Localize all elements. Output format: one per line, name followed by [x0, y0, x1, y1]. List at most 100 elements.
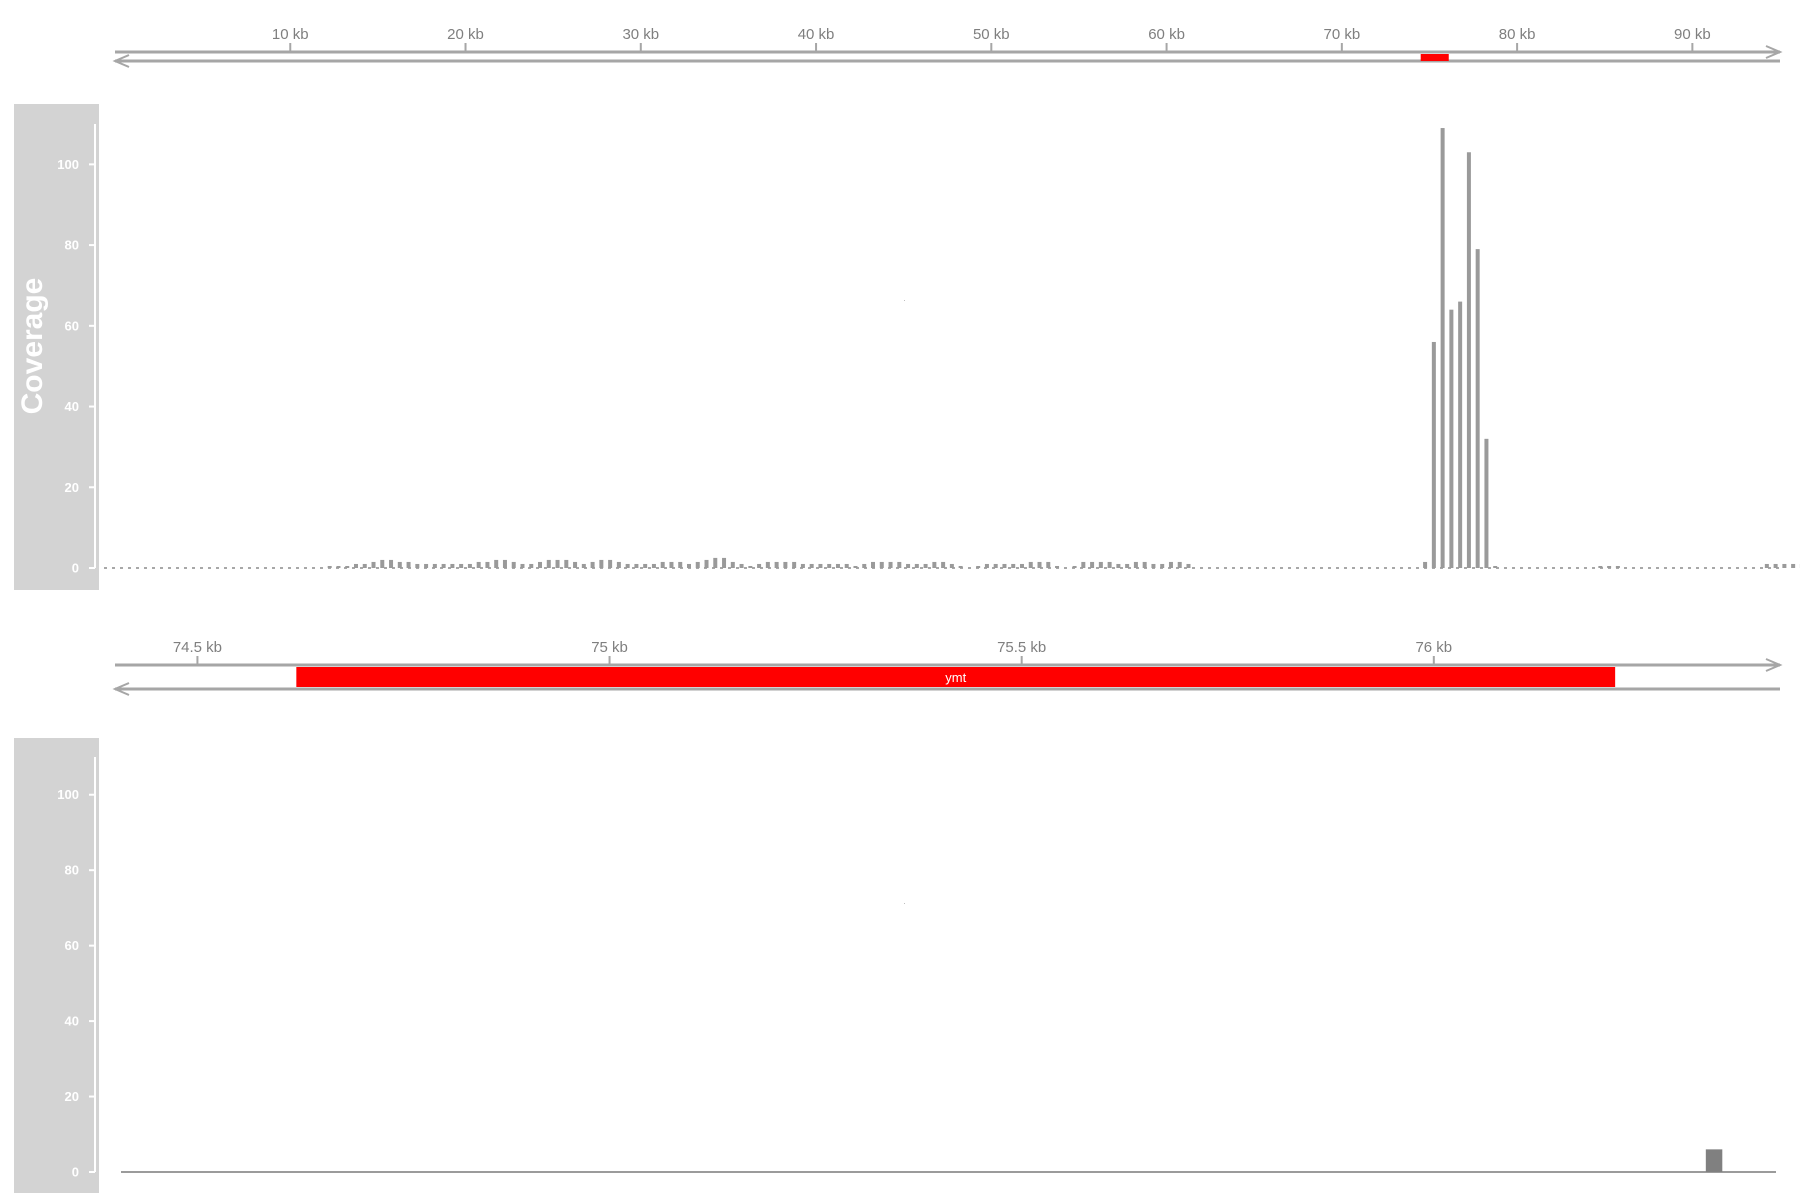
coverage-bars: [327, 128, 1800, 569]
lower-coverage-track: 0 20 40 60 80 100: [14, 738, 1776, 1193]
coverage-bar: [993, 563, 998, 568]
coverage-bar: [941, 561, 946, 568]
coverage-bar: [1133, 561, 1138, 568]
coverage-bar: [573, 561, 578, 568]
coverage-bar: [1607, 565, 1612, 568]
y-tick-label: 60: [65, 938, 79, 953]
coverage-bar: [923, 563, 928, 568]
coverage-bar: [914, 563, 919, 568]
coverage-bar: [371, 561, 376, 568]
coverage-bar: [757, 563, 762, 568]
coverage-peak-bar: [1484, 438, 1489, 568]
zoom-axis-reverse-arrow: [112, 682, 130, 696]
coverage-bar: [862, 563, 867, 568]
coverage-title: Coverage: [16, 278, 49, 415]
y-tick-label: 100: [57, 787, 79, 802]
gene-label: ymt: [945, 670, 966, 685]
coverage-bar: [581, 563, 586, 568]
coverage-bar: [686, 563, 691, 568]
coverage-bar: [502, 559, 507, 568]
coverage-bar: [722, 557, 727, 568]
coverage-bar: [1055, 565, 1060, 568]
coverage-bar: [1116, 563, 1121, 568]
coverage-bar: [888, 561, 893, 568]
coverage-bar: [511, 561, 516, 568]
coverage-track: Coverage 0 20 40 60 80 100: [14, 104, 1800, 590]
coverage-bar: [616, 561, 621, 568]
coverage-title-panel: [14, 104, 99, 590]
y-tick-label: 20: [65, 480, 79, 495]
coverage-bar: [555, 559, 560, 568]
coverage-bar: [397, 561, 402, 568]
y-tick-label: 80: [65, 238, 79, 253]
coverage-bar: [1107, 561, 1112, 568]
coverage-bar: [660, 561, 665, 568]
coverage-bar: [1791, 563, 1796, 568]
coverage-bar: [704, 559, 709, 568]
coverage-bar: [906, 563, 911, 568]
coverage-bar: [424, 563, 429, 568]
coverage-bar: [538, 561, 543, 568]
overview-tick-label: 50 kb: [973, 26, 1010, 43]
coverage-bar: [958, 565, 963, 568]
coverage-bar: [634, 563, 639, 568]
coverage-bar: [809, 563, 814, 568]
coverage-peak-bar: [1431, 341, 1436, 568]
y-tick-label: 40: [65, 1014, 79, 1029]
coverage-bar: [984, 563, 989, 568]
coverage-bar: [432, 563, 437, 568]
coverage-bar: [853, 565, 858, 568]
coverage-peak-bar: [1449, 309, 1454, 568]
overview-axis-ticks: 10 kb 20 kb 30 kb 40 kb 50 kb 60 kb 70 kb 80 kb…: [272, 26, 1711, 52]
coverage-bar: [345, 565, 350, 568]
overview-highlight-region: [1420, 54, 1449, 61]
coverage-bar: [467, 563, 472, 568]
coverage-bar: [441, 563, 446, 568]
coverage-bar: [406, 561, 411, 568]
coverage-peak-bar: [1423, 561, 1428, 568]
overview-tick-label: 90 kb: [1674, 26, 1711, 43]
coverage-bar: [792, 561, 797, 568]
coverage-bar: [353, 563, 358, 568]
coverage-bar: [336, 565, 341, 568]
coverage-bar: [608, 559, 613, 568]
coverage-bar: [1168, 561, 1173, 568]
coverage-bar: [1773, 563, 1778, 568]
coverage-bar: [1028, 561, 1033, 568]
coverage-bar: [1072, 565, 1077, 568]
coverage-bar: [1598, 565, 1603, 568]
zoom-tick-label: 75 kb: [591, 639, 628, 656]
coverage-peak-bar: [1458, 301, 1463, 568]
coverage-bar: [1177, 561, 1182, 568]
coverage-bar: [678, 561, 683, 568]
coverage-bar: [643, 563, 648, 568]
y-tick-label: 0: [72, 561, 79, 576]
coverage-bar: [546, 559, 551, 568]
coverage-bar: [713, 557, 718, 568]
coverage-bar: [783, 561, 788, 568]
overview-tick-label: 80 kb: [1499, 26, 1536, 43]
coverage-bar: [897, 561, 902, 568]
y-tick-label: 20: [65, 1089, 79, 1104]
coverage-peak-bar: [1475, 249, 1480, 569]
overview-tick-label: 30 kb: [622, 26, 659, 43]
zoom-tick-label: 75.5 kb: [997, 639, 1046, 656]
coverage-bar: [1002, 563, 1007, 568]
coverage-bar: [625, 563, 630, 568]
coverage-bar: [1046, 561, 1051, 568]
lower-title-panel: [14, 738, 99, 1193]
coverage-bar: [739, 563, 744, 568]
coverage-bar: [949, 563, 954, 568]
lower-stray-point: [904, 903, 905, 904]
coverage-stray-point: [904, 300, 905, 301]
y-tick-label: 0: [72, 1165, 79, 1180]
y-tick-label: 40: [65, 399, 79, 414]
zoom-tick-label: 74.5 kb: [173, 639, 222, 656]
coverage-bar: [1151, 563, 1156, 568]
coverage-bar: [1782, 563, 1787, 568]
coverage-bar: [450, 563, 455, 568]
coverage-bar: [1019, 563, 1024, 568]
coverage-bar: [520, 563, 525, 568]
zoom-axis-ticks: 74.5 kb 75 kb 75.5 kb 76 kb: [173, 639, 1452, 665]
coverage-bar: [476, 561, 481, 568]
